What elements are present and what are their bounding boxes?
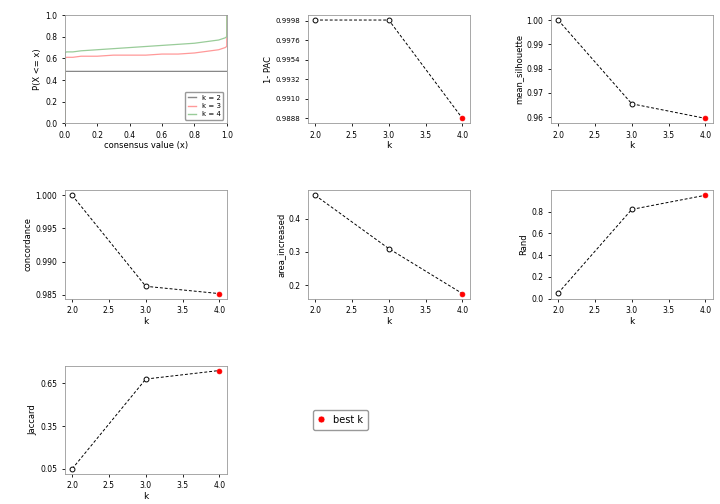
Y-axis label: Jaccard: Jaccard <box>28 404 37 435</box>
Legend: k = 2, k = 3, k = 4: k = 2, k = 3, k = 4 <box>185 92 223 120</box>
X-axis label: k: k <box>629 141 634 150</box>
X-axis label: k: k <box>143 492 148 501</box>
Y-axis label: 1- PAC: 1- PAC <box>264 56 273 83</box>
Legend: best k: best k <box>312 410 368 429</box>
Y-axis label: mean_silhouette: mean_silhouette <box>514 34 523 104</box>
Y-axis label: Rand: Rand <box>519 234 528 255</box>
Y-axis label: area_increased: area_increased <box>276 212 285 277</box>
X-axis label: k: k <box>386 141 392 150</box>
X-axis label: k: k <box>386 317 392 326</box>
Y-axis label: P(X <= x): P(X <= x) <box>33 48 42 90</box>
X-axis label: k: k <box>629 317 634 326</box>
X-axis label: consensus value (x): consensus value (x) <box>104 141 188 150</box>
Y-axis label: concordance: concordance <box>24 217 32 272</box>
X-axis label: k: k <box>143 317 148 326</box>
